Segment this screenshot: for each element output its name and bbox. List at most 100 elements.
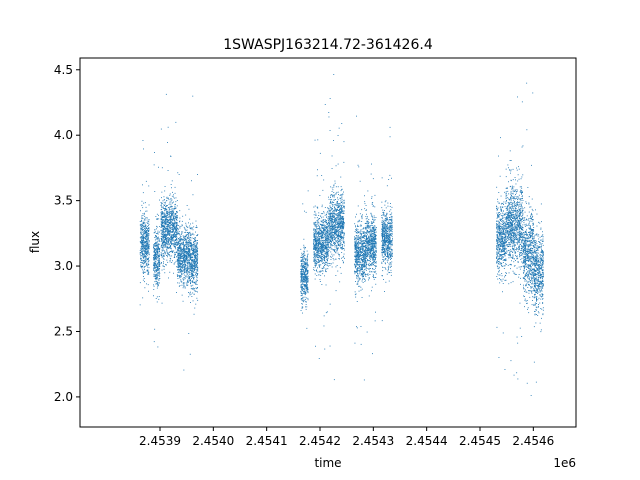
data-point xyxy=(323,179,325,181)
data-point xyxy=(145,241,147,243)
data-point xyxy=(171,243,172,245)
data-point xyxy=(328,216,330,218)
data-point xyxy=(154,243,156,245)
data-point xyxy=(338,223,340,225)
data-point xyxy=(189,276,191,278)
data-point xyxy=(316,261,318,263)
data-point xyxy=(180,264,181,266)
data-point xyxy=(147,258,149,260)
data-point xyxy=(317,237,319,239)
data-point xyxy=(331,208,333,210)
data-point xyxy=(145,219,147,221)
data-point xyxy=(141,246,143,248)
data-point xyxy=(304,291,306,293)
data-point xyxy=(184,232,186,233)
data-point xyxy=(165,237,166,239)
data-point xyxy=(302,279,303,281)
data-point xyxy=(342,236,344,238)
data-point xyxy=(327,265,329,267)
data-point xyxy=(337,199,339,201)
data-point xyxy=(169,239,171,241)
data-point xyxy=(330,229,332,231)
data-point xyxy=(302,282,304,284)
data-point xyxy=(318,228,320,230)
data-point xyxy=(176,266,177,268)
data-point xyxy=(164,239,165,241)
data-point xyxy=(163,202,165,204)
data-point xyxy=(319,248,321,249)
data-point xyxy=(318,264,320,265)
data-point xyxy=(303,261,304,263)
data-point xyxy=(191,276,192,277)
data-point xyxy=(306,262,308,264)
data-point xyxy=(167,205,168,207)
data-point xyxy=(318,274,320,276)
data-point xyxy=(314,234,316,236)
data-point xyxy=(324,225,325,227)
data-point xyxy=(327,235,328,237)
data-point xyxy=(327,254,329,256)
data-point xyxy=(164,221,165,223)
data-point xyxy=(194,246,196,247)
data-point xyxy=(143,267,145,269)
data-point xyxy=(324,259,325,261)
data-point xyxy=(316,260,317,262)
data-point xyxy=(141,225,143,227)
data-point xyxy=(338,254,340,255)
data-point xyxy=(154,191,156,192)
data-point xyxy=(329,303,331,305)
data-point xyxy=(186,241,188,243)
data-point xyxy=(187,236,189,238)
data-point xyxy=(144,251,145,252)
data-point xyxy=(160,236,162,237)
data-point xyxy=(180,255,182,257)
data-point xyxy=(313,252,315,254)
data-point xyxy=(319,230,321,231)
data-point xyxy=(180,236,182,238)
data-point xyxy=(170,258,172,260)
data-point xyxy=(184,236,185,238)
data-point xyxy=(148,227,150,229)
data-point xyxy=(181,238,183,240)
data-point xyxy=(164,266,165,268)
data-point xyxy=(160,246,162,248)
data-point xyxy=(157,267,159,269)
data-point xyxy=(142,266,143,268)
data-point xyxy=(319,236,321,238)
data-point xyxy=(188,262,190,263)
data-point xyxy=(326,258,328,260)
data-point xyxy=(191,271,193,273)
data-point xyxy=(337,135,339,136)
data-point xyxy=(178,257,180,259)
data-point xyxy=(301,274,303,276)
data-point xyxy=(334,217,336,219)
data-point xyxy=(313,222,315,224)
data-point xyxy=(170,210,172,212)
data-point xyxy=(341,206,342,207)
data-point xyxy=(194,268,196,270)
data-point xyxy=(160,219,162,221)
data-point xyxy=(161,211,163,213)
data-point xyxy=(189,262,191,264)
data-point xyxy=(180,267,182,269)
data-point xyxy=(170,251,172,252)
data-point xyxy=(191,244,193,246)
data-point xyxy=(316,236,318,237)
data-point xyxy=(141,255,143,257)
data-point xyxy=(322,253,324,255)
data-point xyxy=(315,255,317,257)
data-point xyxy=(155,274,156,276)
data-point xyxy=(153,270,155,271)
data-point xyxy=(334,207,336,209)
data-point xyxy=(169,230,171,232)
data-point xyxy=(307,288,309,289)
data-point xyxy=(326,241,328,243)
data-point xyxy=(145,259,147,261)
data-point xyxy=(329,98,331,99)
data-point xyxy=(324,229,326,230)
data-point xyxy=(146,210,148,212)
data-point xyxy=(182,239,184,241)
data-point xyxy=(165,236,167,238)
data-point xyxy=(167,242,169,244)
data-point xyxy=(313,240,315,242)
